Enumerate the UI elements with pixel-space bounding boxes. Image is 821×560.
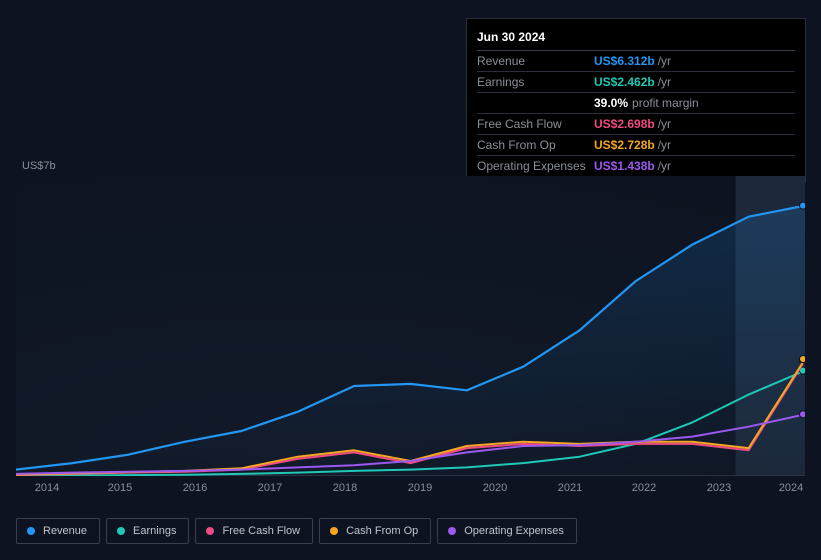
- legend-item[interactable]: Revenue: [16, 518, 100, 544]
- x-axis-tick: 2015: [108, 482, 132, 494]
- y-axis-label-top: US$7b: [22, 160, 56, 172]
- chart-tooltip: Jun 30 2024 RevenueUS$6.312b/yrEarningsU…: [466, 18, 806, 183]
- tooltip-row-value: US$2.462b: [594, 75, 655, 89]
- profit-margin-label: profit margin: [632, 96, 699, 110]
- x-axis: 2014 2015 2016 2017 2018 2019 2020 2021 2022 2023…: [16, 482, 805, 498]
- legend-dot-icon: [448, 527, 456, 535]
- tooltip-row: Operating ExpensesUS$1.438b/yr: [477, 156, 795, 176]
- tooltip-row-unit: /yr: [658, 138, 671, 152]
- profit-margin-value: 39.0%: [594, 96, 628, 110]
- x-axis-tick: 2019: [408, 482, 432, 494]
- chart-legend: Revenue Earnings Free Cash Flow Cash From O…: [16, 518, 577, 544]
- tooltip-row-label: Earnings: [477, 75, 594, 89]
- tooltip-row-unit: /yr: [658, 117, 671, 131]
- tooltip-row-label: Cash From Op: [477, 138, 594, 152]
- tooltip-row-label: Revenue: [477, 54, 594, 68]
- x-axis-tick: 2017: [258, 482, 282, 494]
- x-axis-tick: 2023: [707, 482, 731, 494]
- legend-item[interactable]: Free Cash Flow: [195, 518, 313, 544]
- tooltip-date: Jun 30 2024: [477, 25, 795, 51]
- legend-dot-icon: [27, 527, 35, 535]
- tooltip-row: RevenueUS$6.312b/yr: [477, 51, 795, 72]
- tooltip-row-unit: /yr: [658, 75, 671, 89]
- x-axis-tick: 2020: [483, 482, 507, 494]
- chart-svg: [16, 176, 805, 476]
- legend-item-label: Operating Expenses: [464, 525, 564, 537]
- tooltip-profit-margin: 39.0% profit margin: [477, 93, 795, 114]
- legend-item[interactable]: Operating Expenses: [437, 518, 577, 544]
- chart-plot-area[interactable]: [16, 176, 805, 476]
- x-axis-tick: 2021: [558, 482, 582, 494]
- legend-item[interactable]: Cash From Op: [319, 518, 431, 544]
- tooltip-row-label: Free Cash Flow: [477, 117, 594, 131]
- legend-dot-icon: [330, 527, 338, 535]
- legend-item-label: Earnings: [133, 525, 176, 537]
- tooltip-row-value: US$6.312b: [594, 54, 655, 68]
- tooltip-row-label: Operating Expenses: [477, 159, 594, 173]
- tooltip-row-value: US$1.438b: [594, 159, 655, 173]
- tooltip-row: Free Cash FlowUS$2.698b/yr: [477, 114, 795, 135]
- x-axis-tick: 2022: [632, 482, 656, 494]
- tooltip-row-value: US$2.698b: [594, 117, 655, 131]
- x-axis-tick: 2016: [183, 482, 207, 494]
- x-axis-tick: 2014: [35, 482, 59, 494]
- x-axis-tick: 2018: [333, 482, 357, 494]
- x-axis-tick: 2024: [779, 482, 803, 494]
- tooltip-row: Cash From OpUS$2.728b/yr: [477, 135, 795, 156]
- legend-item[interactable]: Earnings: [106, 518, 189, 544]
- tooltip-row: EarningsUS$2.462b/yr: [477, 72, 795, 93]
- legend-dot-icon: [117, 527, 125, 535]
- legend-dot-icon: [206, 527, 214, 535]
- legend-item-label: Free Cash Flow: [222, 525, 300, 537]
- tooltip-row-unit: /yr: [658, 54, 671, 68]
- tooltip-row-value: US$2.728b: [594, 138, 655, 152]
- legend-item-label: Cash From Op: [346, 525, 418, 537]
- legend-item-label: Revenue: [43, 525, 87, 537]
- tooltip-row-unit: /yr: [658, 159, 671, 173]
